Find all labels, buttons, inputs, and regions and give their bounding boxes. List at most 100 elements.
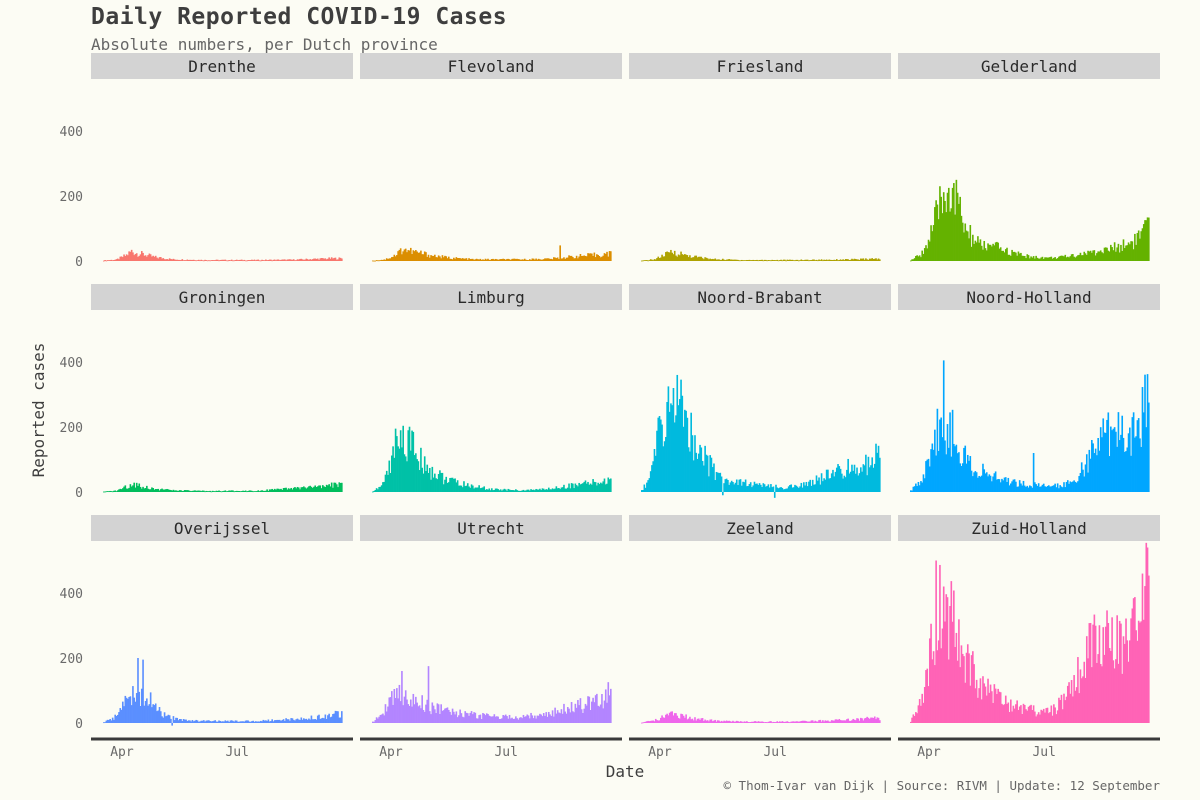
bar xyxy=(149,692,152,723)
bar xyxy=(998,691,1001,723)
bar xyxy=(785,488,787,492)
bar xyxy=(402,425,404,492)
bar xyxy=(290,487,292,492)
bar xyxy=(727,721,729,723)
bar xyxy=(251,259,253,261)
bar xyxy=(706,258,709,261)
bar xyxy=(537,715,540,723)
bar xyxy=(503,258,506,261)
bar xyxy=(705,454,708,492)
bar xyxy=(993,684,996,723)
bar xyxy=(148,704,151,723)
bar xyxy=(658,258,661,261)
bar xyxy=(961,653,964,723)
bar xyxy=(423,711,426,723)
bar xyxy=(546,258,549,261)
bar xyxy=(563,703,565,723)
bar xyxy=(833,720,836,723)
bar xyxy=(201,720,204,723)
bar xyxy=(211,721,214,723)
bar xyxy=(466,713,469,723)
bar xyxy=(440,704,442,723)
bar xyxy=(316,715,319,723)
bar xyxy=(294,720,296,723)
bar xyxy=(708,476,710,492)
bar xyxy=(916,713,918,723)
bar xyxy=(879,457,881,492)
bar xyxy=(854,473,857,492)
bar xyxy=(654,259,657,261)
bar xyxy=(677,405,680,492)
bar xyxy=(123,254,125,261)
bar xyxy=(988,474,991,492)
bar xyxy=(594,695,597,723)
bar xyxy=(1015,252,1017,261)
bar xyxy=(258,260,261,262)
bar xyxy=(1061,255,1064,261)
bar xyxy=(143,255,146,261)
bar xyxy=(945,454,948,492)
bar xyxy=(549,258,551,261)
bar xyxy=(151,256,153,261)
bar xyxy=(1125,618,1127,723)
bar xyxy=(335,484,338,492)
bar xyxy=(931,231,934,261)
bar xyxy=(879,259,881,261)
bar xyxy=(487,714,489,723)
bar xyxy=(843,475,846,492)
bar xyxy=(979,476,982,492)
bar xyxy=(109,718,111,723)
bar xyxy=(393,457,396,492)
bar xyxy=(875,258,877,261)
bar xyxy=(587,253,589,261)
bar xyxy=(1070,680,1073,723)
bar xyxy=(828,259,830,261)
bar xyxy=(928,638,931,723)
bar xyxy=(1002,705,1005,723)
bar xyxy=(297,259,300,261)
bar xyxy=(757,260,760,262)
bar xyxy=(263,490,266,492)
bar xyxy=(806,486,809,492)
bar xyxy=(706,455,709,492)
bar xyxy=(268,259,271,261)
bar xyxy=(334,257,337,261)
bar xyxy=(341,258,343,261)
bar xyxy=(876,259,879,261)
bar xyxy=(935,560,937,723)
bar xyxy=(553,257,555,261)
bar xyxy=(165,259,167,261)
bar xyxy=(222,259,224,261)
bar xyxy=(1079,472,1082,492)
bar xyxy=(1041,484,1044,492)
bar xyxy=(209,490,211,492)
bar xyxy=(758,721,761,723)
bar xyxy=(644,721,647,723)
bar xyxy=(466,259,469,261)
bar xyxy=(392,446,394,492)
bar xyxy=(723,483,725,492)
bar xyxy=(194,260,196,261)
bar xyxy=(296,718,299,723)
bar xyxy=(387,706,389,723)
bar xyxy=(1063,256,1065,261)
bar xyxy=(682,715,685,723)
bar xyxy=(918,255,921,261)
bar xyxy=(752,259,755,261)
bar xyxy=(402,705,404,723)
bar xyxy=(526,259,529,261)
bar xyxy=(977,697,979,723)
bar xyxy=(470,258,473,261)
bar xyxy=(838,466,841,492)
bar xyxy=(808,260,810,262)
bar xyxy=(722,258,724,261)
bar xyxy=(777,260,780,262)
bar xyxy=(853,464,856,492)
bar xyxy=(428,257,431,261)
bar xyxy=(382,713,384,723)
bar xyxy=(474,712,477,723)
bar xyxy=(436,257,439,261)
bar xyxy=(1070,254,1073,261)
bar xyxy=(404,248,407,261)
